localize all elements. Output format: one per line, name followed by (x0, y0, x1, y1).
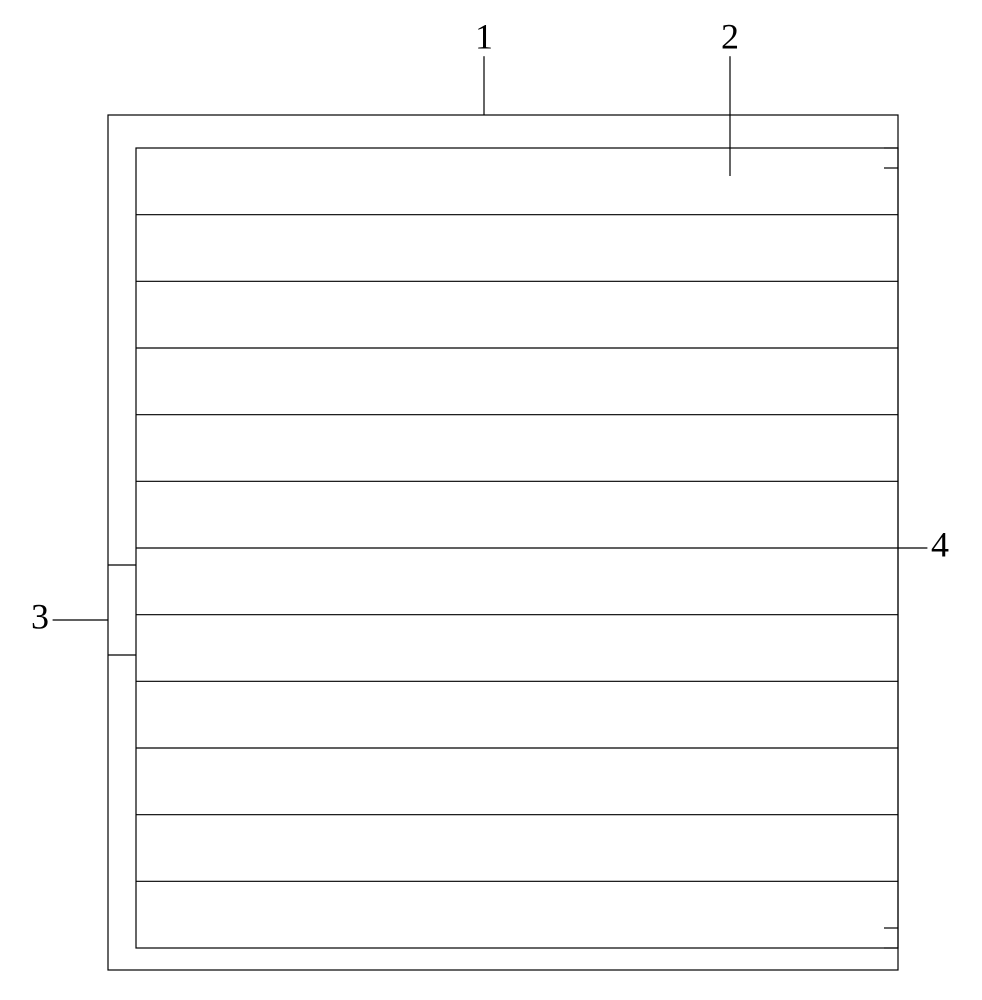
label-2: 2 (721, 16, 739, 56)
label-3: 3 (31, 596, 49, 636)
outer-frame (108, 115, 898, 970)
label-1: 1 (475, 16, 493, 56)
label-4: 4 (931, 524, 949, 564)
